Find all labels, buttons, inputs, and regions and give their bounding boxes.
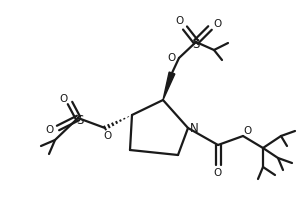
Text: O: O <box>214 168 222 178</box>
Text: S: S <box>192 38 200 50</box>
Polygon shape <box>163 72 175 100</box>
Text: O: O <box>176 16 184 26</box>
Text: O: O <box>104 131 112 141</box>
Text: O: O <box>46 125 54 135</box>
Text: O: O <box>244 126 252 136</box>
Text: S: S <box>76 113 84 127</box>
Text: O: O <box>214 19 222 29</box>
Text: O: O <box>168 53 176 63</box>
Text: O: O <box>60 94 68 104</box>
Text: N: N <box>190 121 199 135</box>
